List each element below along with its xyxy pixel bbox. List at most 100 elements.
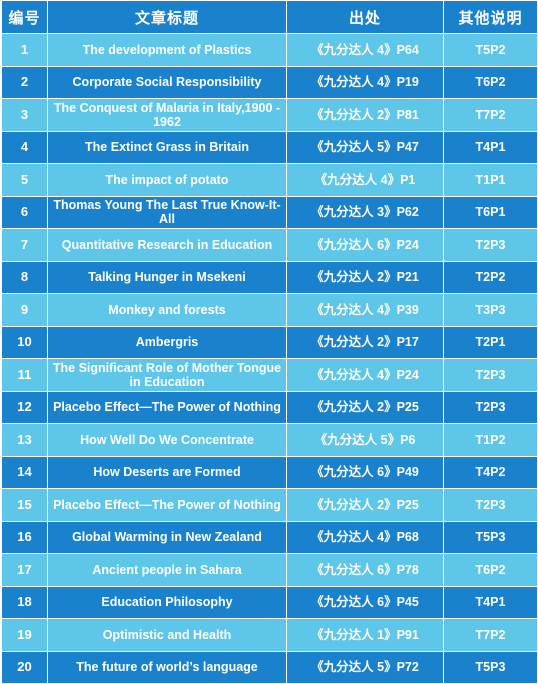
row-number: 1 (1, 33, 48, 67)
row-title: How Deserts are Formed (47, 455, 287, 489)
table-row: 17 Ancient people in Sahara 《九分达人 6》P78 T6P… (1, 553, 538, 587)
row-title: The impact of potato (47, 163, 287, 197)
row-title: How Well Do We Concentrate (47, 423, 287, 457)
row-source: 《九分达人 6》P49 (286, 455, 444, 489)
row-note: T6P2 (443, 65, 538, 99)
row-source: 《九分达人 4》P1 (286, 163, 444, 197)
table-row: 13 How Well Do We Concentrate 《九分达人 5》P6 T1… (1, 423, 538, 457)
row-number: 11 (1, 358, 48, 392)
row-number: 13 (1, 423, 48, 457)
row-title: The Extinct Grass in Britain (47, 130, 287, 164)
row-number: 19 (1, 618, 48, 652)
row-source: 《九分达人 6》P78 (286, 553, 444, 587)
row-number: 4 (1, 130, 48, 164)
row-title: The development of Plastics (47, 33, 287, 67)
row-number: 10 (1, 325, 48, 359)
table-body: 1 The development of Plastics 《九分达人 4》P64 T… (1, 33, 538, 684)
row-title: Thomas Young The Last True Know-It-All (47, 195, 287, 229)
row-source: 《九分达人 4》P68 (286, 520, 444, 554)
row-source: 《九分达人 4》P24 (286, 358, 444, 392)
row-source: 《九分达人 6》P24 (286, 228, 444, 262)
table-row: 18 Education Philosophy 《九分达人 6》P45 T4P1 (1, 585, 538, 619)
row-title: The Conquest of Malaria in Italy,1900 - … (47, 98, 287, 132)
row-title: The future of world’s language (47, 650, 287, 684)
row-note: T5P3 (443, 520, 538, 554)
header-title: 文章标题 (47, 0, 287, 34)
row-source: 《九分达人 2》P21 (286, 260, 444, 294)
row-source: 《九分达人 2》P81 (286, 98, 444, 132)
row-source: 《九分达人 5》P47 (286, 130, 444, 164)
row-note: T2P2 (443, 260, 538, 294)
table-row: 14 How Deserts are Formed 《九分达人 6》P49 T4P2 (1, 455, 538, 489)
row-note: T6P2 (443, 553, 538, 587)
row-number: 8 (1, 260, 48, 294)
row-note: T6P1 (443, 195, 538, 229)
row-source: 《九分达人 6》P45 (286, 585, 444, 619)
row-note: T2P3 (443, 228, 538, 262)
row-note: T2P3 (443, 390, 538, 424)
row-note: T2P3 (443, 358, 538, 392)
row-title: Placebo Effect—The Power of Nothing (47, 488, 287, 522)
row-source: 《九分达人 1》P91 (286, 618, 444, 652)
row-title: Global Warming in New Zealand (47, 520, 287, 554)
row-title: Education Philosophy (47, 585, 287, 619)
row-source: 《九分达人 2》P17 (286, 325, 444, 359)
table-row: 1 The development of Plastics 《九分达人 4》P64 T… (1, 33, 538, 67)
row-title: Quantitative Research in Education (47, 228, 287, 262)
row-number: 9 (1, 293, 48, 327)
row-title: Placebo Effect—The Power of Nothing (47, 390, 287, 424)
row-number: 17 (1, 553, 48, 587)
row-number: 6 (1, 195, 48, 229)
row-number: 2 (1, 65, 48, 99)
row-title: Optimistic and Health (47, 618, 287, 652)
row-note: T4P1 (443, 130, 538, 164)
table-row: 15 Placebo Effect—The Power of Nothing 《九分… (1, 488, 538, 522)
row-note: T1P2 (443, 423, 538, 457)
row-note: T3P3 (443, 293, 538, 327)
table-row: 3 The Conquest of Malaria in Italy,1900 -… (1, 98, 538, 132)
row-source: 《九分达人 2》P25 (286, 390, 444, 424)
row-title: Corporate Social Responsibility (47, 65, 287, 99)
table-row: 10 Ambergris 《九分达人 2》P17 T2P1 (1, 325, 538, 359)
row-source: 《九分达人 3》P62 (286, 195, 444, 229)
table-row: 8 Talking Hunger in Msekeni 《九分达人 2》P21 T2P… (1, 260, 538, 294)
row-note: T4P1 (443, 585, 538, 619)
row-title: Ancient people in Sahara (47, 553, 287, 587)
row-note: T1P1 (443, 163, 538, 197)
table-row: 7 Quantitative Research in Education 《九分达人… (1, 228, 538, 262)
table-row: 5 The impact of potato 《九分达人 4》P1 T1P1 (1, 163, 538, 197)
row-note: T7P2 (443, 618, 538, 652)
row-title: The Significant Role of Mother Tongue in… (47, 358, 287, 392)
row-number: 14 (1, 455, 48, 489)
row-number: 12 (1, 390, 48, 424)
table-row: 11 The Significant Role of Mother Tongue … (1, 358, 538, 392)
table-row: 16 Global Warming in New Zealand 《九分达人 4》P… (1, 520, 538, 554)
row-number: 18 (1, 585, 48, 619)
row-number: 15 (1, 488, 48, 522)
table-row: 12 Placebo Effect—The Power of Nothing 《九分… (1, 390, 538, 424)
header-row: 编号 文章标题 出处 其他说明 (1, 0, 538, 34)
row-source: 《九分达人 4》P39 (286, 293, 444, 327)
row-number: 7 (1, 228, 48, 262)
row-source: 《九分达人 5》P6 (286, 423, 444, 457)
row-source: 《九分达人 4》P64 (286, 33, 444, 67)
row-number: 3 (1, 98, 48, 132)
header-note: 其他说明 (443, 0, 538, 34)
table-header: 编号 文章标题 出处 其他说明 (1, 0, 538, 34)
table-row: 9 Monkey and forests 《九分达人 4》P39 T3P3 (1, 293, 538, 327)
row-title: Ambergris (47, 325, 287, 359)
table-row: 6 Thomas Young The Last True Know-It-All 《… (1, 195, 538, 229)
row-title: Monkey and forests (47, 293, 287, 327)
row-number: 16 (1, 520, 48, 554)
row-number: 20 (1, 650, 48, 684)
header-number: 编号 (1, 0, 48, 34)
row-source: 《九分达人 2》P25 (286, 488, 444, 522)
row-note: T5P2 (443, 33, 538, 67)
row-note: T4P2 (443, 455, 538, 489)
row-title: Talking Hunger in Msekeni (47, 260, 287, 294)
table-row: 4 The Extinct Grass in Britain 《九分达人 5》P47… (1, 130, 538, 164)
row-note: T7P2 (443, 98, 538, 132)
row-number: 5 (1, 163, 48, 197)
row-source: 《九分达人 5》P72 (286, 650, 444, 684)
